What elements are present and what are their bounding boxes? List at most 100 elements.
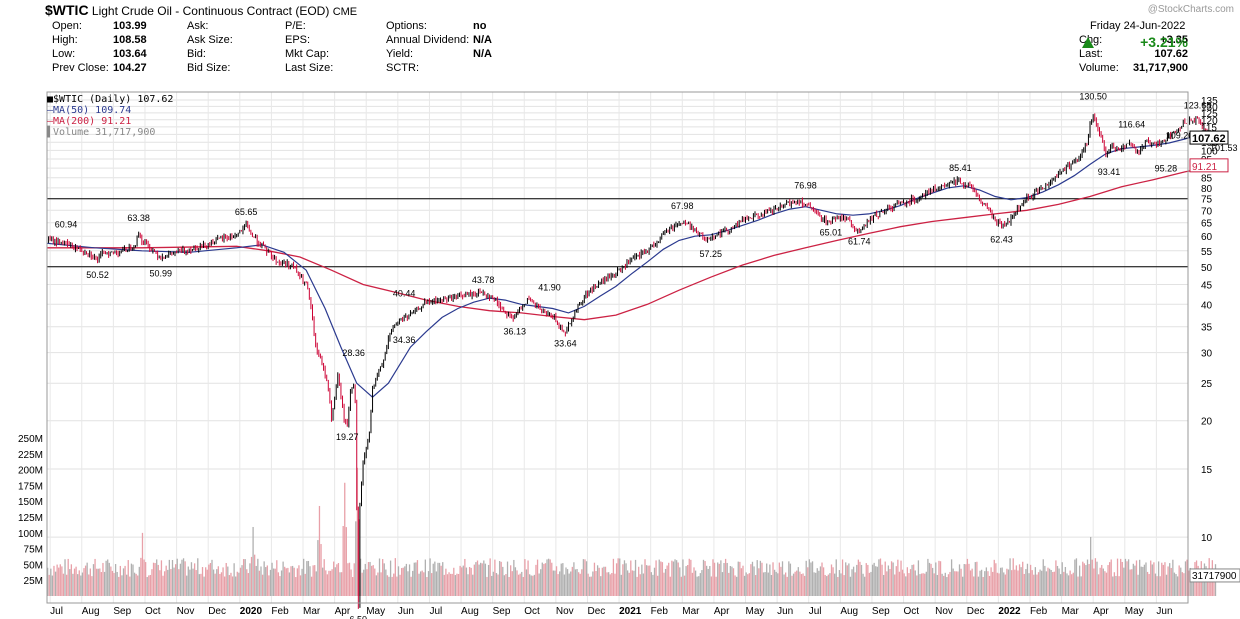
volume-bar bbox=[1083, 563, 1085, 596]
stat-value: N/A bbox=[473, 48, 492, 60]
volume-bar bbox=[133, 572, 136, 596]
volume-bar bbox=[137, 575, 139, 596]
volume-bar bbox=[126, 574, 128, 596]
volume-bar bbox=[446, 574, 449, 596]
volume-bar bbox=[712, 559, 714, 596]
volume-bar bbox=[911, 564, 913, 596]
volume-bar bbox=[473, 564, 475, 596]
volume-bar bbox=[193, 563, 196, 596]
volume-bar bbox=[647, 565, 649, 596]
x-tick-label: Jun bbox=[398, 606, 414, 617]
volume-bar bbox=[304, 573, 306, 596]
volume-bar bbox=[380, 572, 382, 596]
volume-bar bbox=[1132, 563, 1134, 596]
volume-bar bbox=[789, 563, 792, 596]
volume-bar bbox=[916, 575, 918, 596]
x-tick-label: Aug bbox=[82, 606, 100, 617]
volume-bar bbox=[296, 568, 298, 596]
volume-bar bbox=[293, 567, 295, 596]
volume-bar bbox=[443, 574, 445, 596]
volume-bar bbox=[614, 573, 616, 596]
volume-bar bbox=[794, 571, 796, 596]
volume-bar bbox=[255, 565, 257, 596]
volume-tick-label: 250M bbox=[18, 434, 43, 445]
volume-bar bbox=[203, 576, 205, 596]
volume-bar bbox=[1102, 568, 1104, 596]
volume-bar bbox=[408, 564, 411, 596]
volume-bar bbox=[925, 571, 927, 596]
price-annotation: 63.38 bbox=[127, 213, 150, 223]
volume-bar bbox=[65, 574, 68, 596]
volume-bar bbox=[713, 562, 716, 596]
volume-bar bbox=[400, 568, 403, 596]
volume-bar bbox=[421, 570, 423, 596]
volume-bar bbox=[797, 567, 799, 596]
volume-bar bbox=[197, 558, 199, 596]
volume-bar bbox=[660, 561, 662, 596]
volume-bar bbox=[995, 563, 997, 596]
volume-bar bbox=[442, 562, 444, 596]
volume-bar bbox=[529, 574, 531, 596]
y-tick-label: 135 bbox=[1201, 96, 1218, 107]
volume-bar bbox=[353, 563, 355, 596]
volume-bar bbox=[1071, 574, 1073, 596]
volume-bar bbox=[687, 564, 689, 596]
volume-bar bbox=[413, 562, 415, 596]
volume-bar bbox=[238, 572, 240, 596]
volume-bar bbox=[642, 573, 645, 596]
volume-bar bbox=[705, 565, 708, 596]
volume-bar bbox=[103, 571, 106, 596]
volume-bar bbox=[1094, 558, 1097, 596]
volume-bar bbox=[658, 559, 660, 596]
volume-bar bbox=[617, 558, 619, 596]
volume-bar bbox=[524, 559, 526, 596]
stat-label: Last: bbox=[1079, 48, 1103, 60]
volume-bar bbox=[1072, 572, 1074, 596]
volume-bar bbox=[160, 560, 163, 596]
volume-bar bbox=[402, 567, 404, 596]
volume-bar bbox=[344, 482, 346, 596]
volume-bar bbox=[683, 575, 686, 596]
volume-bar bbox=[622, 564, 624, 596]
volume-bar bbox=[118, 576, 120, 596]
volume-bar bbox=[1188, 570, 1190, 596]
volume-bar bbox=[826, 576, 828, 596]
volume-bar bbox=[1088, 563, 1090, 596]
volume-bar bbox=[849, 576, 852, 596]
volume-bar bbox=[592, 571, 594, 596]
x-tick-label: Aug bbox=[840, 606, 858, 617]
volume-bar bbox=[274, 568, 276, 596]
volume-bar bbox=[287, 567, 289, 596]
volume-bar bbox=[571, 566, 573, 596]
stat-label: Ask: bbox=[187, 20, 209, 32]
volume-bar bbox=[366, 569, 368, 596]
volume-bar bbox=[941, 573, 943, 596]
volume-bar bbox=[367, 562, 370, 596]
volume-bar bbox=[612, 558, 615, 596]
volume-bar bbox=[1120, 558, 1122, 596]
volume-bar bbox=[456, 573, 458, 596]
volume-bar bbox=[228, 575, 231, 596]
volume-bar bbox=[800, 574, 803, 596]
price-annotation: 6.50 bbox=[350, 614, 368, 619]
volume-bar bbox=[361, 572, 363, 596]
volume-bar bbox=[1124, 558, 1127, 596]
volume-bar bbox=[718, 563, 720, 596]
volume-bar bbox=[497, 574, 499, 596]
volume-bar bbox=[756, 560, 758, 596]
volume-bar bbox=[53, 565, 55, 596]
volume-bar bbox=[783, 574, 785, 596]
volume-bar bbox=[815, 572, 817, 596]
volume-bar bbox=[1129, 569, 1131, 596]
volume-bar bbox=[731, 566, 733, 596]
y-tick-label: 120 bbox=[1201, 116, 1218, 127]
volume-bar bbox=[884, 561, 886, 596]
volume-bar bbox=[536, 559, 539, 596]
volume-bar bbox=[508, 576, 510, 596]
volume-bar bbox=[1007, 569, 1010, 596]
volume-bar bbox=[1052, 571, 1054, 596]
x-tick-label: Jun bbox=[1156, 606, 1172, 617]
volume-bar bbox=[777, 573, 779, 596]
volume-bar bbox=[173, 567, 175, 596]
volume-bar bbox=[541, 562, 543, 596]
